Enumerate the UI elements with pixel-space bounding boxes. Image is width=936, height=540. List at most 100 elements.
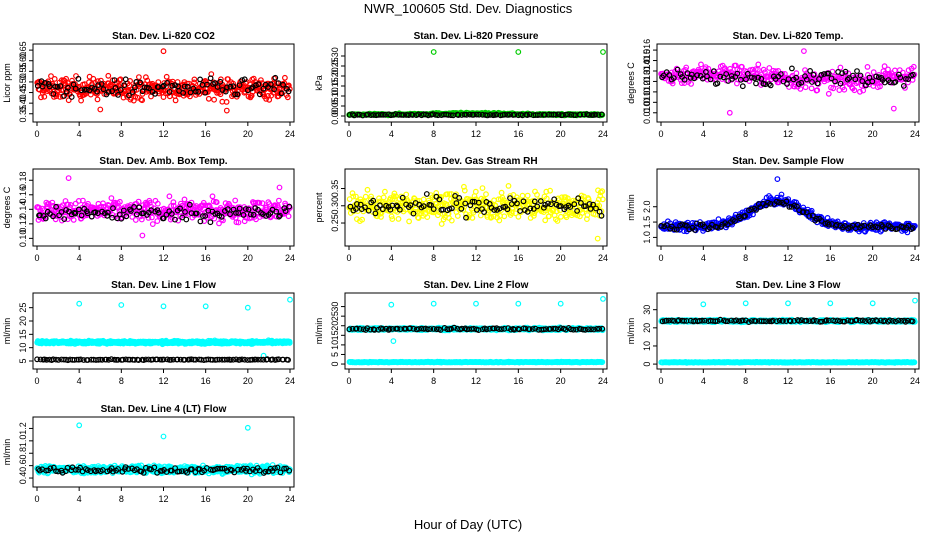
y-tick-label: 0.00 [330, 107, 340, 125]
y-tick-label: 0.10 [18, 230, 28, 248]
data-point [704, 73, 710, 80]
data-point [223, 98, 230, 105]
data-point [737, 76, 744, 83]
data-point [558, 213, 564, 220]
data-point [466, 111, 473, 118]
data-point [364, 186, 371, 193]
data-point [169, 82, 176, 89]
data-point [461, 111, 468, 118]
x-tick-label: 0 [658, 253, 663, 263]
data-point [184, 83, 191, 90]
data-point [105, 72, 112, 79]
data-point [248, 85, 255, 92]
data-point [65, 84, 71, 91]
y-tick-label: 0.25 [330, 57, 340, 75]
data-point [129, 89, 136, 95]
data-point [846, 75, 852, 82]
data-point [504, 111, 511, 118]
data-point [683, 64, 690, 71]
x-tick-label: 4 [77, 129, 82, 139]
data-point [837, 80, 844, 87]
y-tick-label: 25 [18, 303, 28, 313]
data-point [135, 198, 142, 205]
data-point [753, 80, 759, 87]
data-point [881, 63, 888, 70]
y-tick-label: 0.45 [18, 84, 28, 102]
data-point [284, 94, 291, 101]
x-tick-label: 20 [243, 376, 253, 386]
data-point [905, 76, 911, 83]
data-point [280, 81, 287, 88]
data-point [842, 68, 849, 75]
data-point [802, 84, 809, 91]
x-tick-label: 8 [431, 253, 436, 263]
data-point [789, 65, 795, 72]
data-point [133, 78, 140, 85]
y-tick-label: 0.60 [18, 52, 28, 70]
data-point [559, 112, 566, 118]
data-point [236, 82, 243, 88]
y-tick-label: 20 [18, 316, 28, 326]
data-point [154, 200, 161, 207]
data-point [275, 80, 282, 86]
data-point [163, 73, 170, 80]
data-point [68, 94, 75, 100]
x-tick-label: 16 [513, 253, 523, 263]
data-point [798, 79, 805, 86]
y-tick-label: 25 [330, 311, 340, 321]
data-point [388, 301, 395, 308]
x-tick-label: 4 [389, 253, 394, 263]
data-point [45, 200, 52, 207]
data-point [810, 71, 817, 78]
x-tick-label: 16 [513, 129, 523, 139]
data-point [726, 109, 733, 116]
data-point [78, 87, 85, 94]
panel-title: Stan. Dev. Li-820 Temp. [733, 31, 844, 42]
data-point [202, 303, 209, 310]
figure-title: NWR_100605 Std. Dev. Diagnostics [363, 1, 573, 16]
data-point [498, 189, 505, 196]
data-point [112, 84, 119, 91]
data-point [557, 300, 564, 307]
data-point [837, 64, 844, 71]
data-point [751, 75, 758, 81]
panel-title: Stan. Dev. Sample Flow [732, 156, 844, 167]
data-point [50, 91, 57, 97]
data-point [511, 111, 518, 118]
data-point [910, 71, 916, 78]
y-tick-label: 0.30 [330, 47, 340, 65]
x-tick-label: 24 [285, 376, 295, 386]
data-point [395, 215, 402, 222]
panel-title: Stan. Dev. Line 1 Flow [111, 280, 216, 291]
y-axis-label: degrees C [2, 186, 12, 228]
data-point [400, 112, 407, 118]
y-tick-label: 0.011 [642, 91, 652, 113]
data-point [688, 80, 694, 87]
data-point [681, 76, 688, 83]
x-tick-label: 0 [346, 253, 351, 263]
data-point [72, 85, 79, 92]
x-tick-label: 8 [119, 376, 124, 386]
data-point [207, 219, 214, 226]
data-point [483, 191, 489, 198]
data-point [255, 81, 262, 88]
x-tick-label: 20 [556, 376, 566, 386]
data-point [191, 79, 198, 86]
data-point [707, 76, 714, 83]
panel-title: Stan. Dev. Line 2 Flow [424, 280, 529, 291]
data-point [755, 61, 762, 68]
panel-title: Stan. Dev. Li-820 CO2 [112, 31, 215, 42]
data-point [204, 85, 211, 92]
data-point [51, 75, 58, 82]
data-point [600, 49, 606, 55]
data-point [191, 76, 198, 83]
data-point [214, 84, 221, 90]
data-point [79, 197, 86, 204]
x-tick-label: 0 [658, 129, 663, 139]
data-point [435, 112, 441, 119]
data-point [890, 105, 897, 112]
data-point [233, 219, 240, 226]
y-tick-label: 0.50 [18, 73, 28, 91]
data-point [160, 82, 167, 89]
